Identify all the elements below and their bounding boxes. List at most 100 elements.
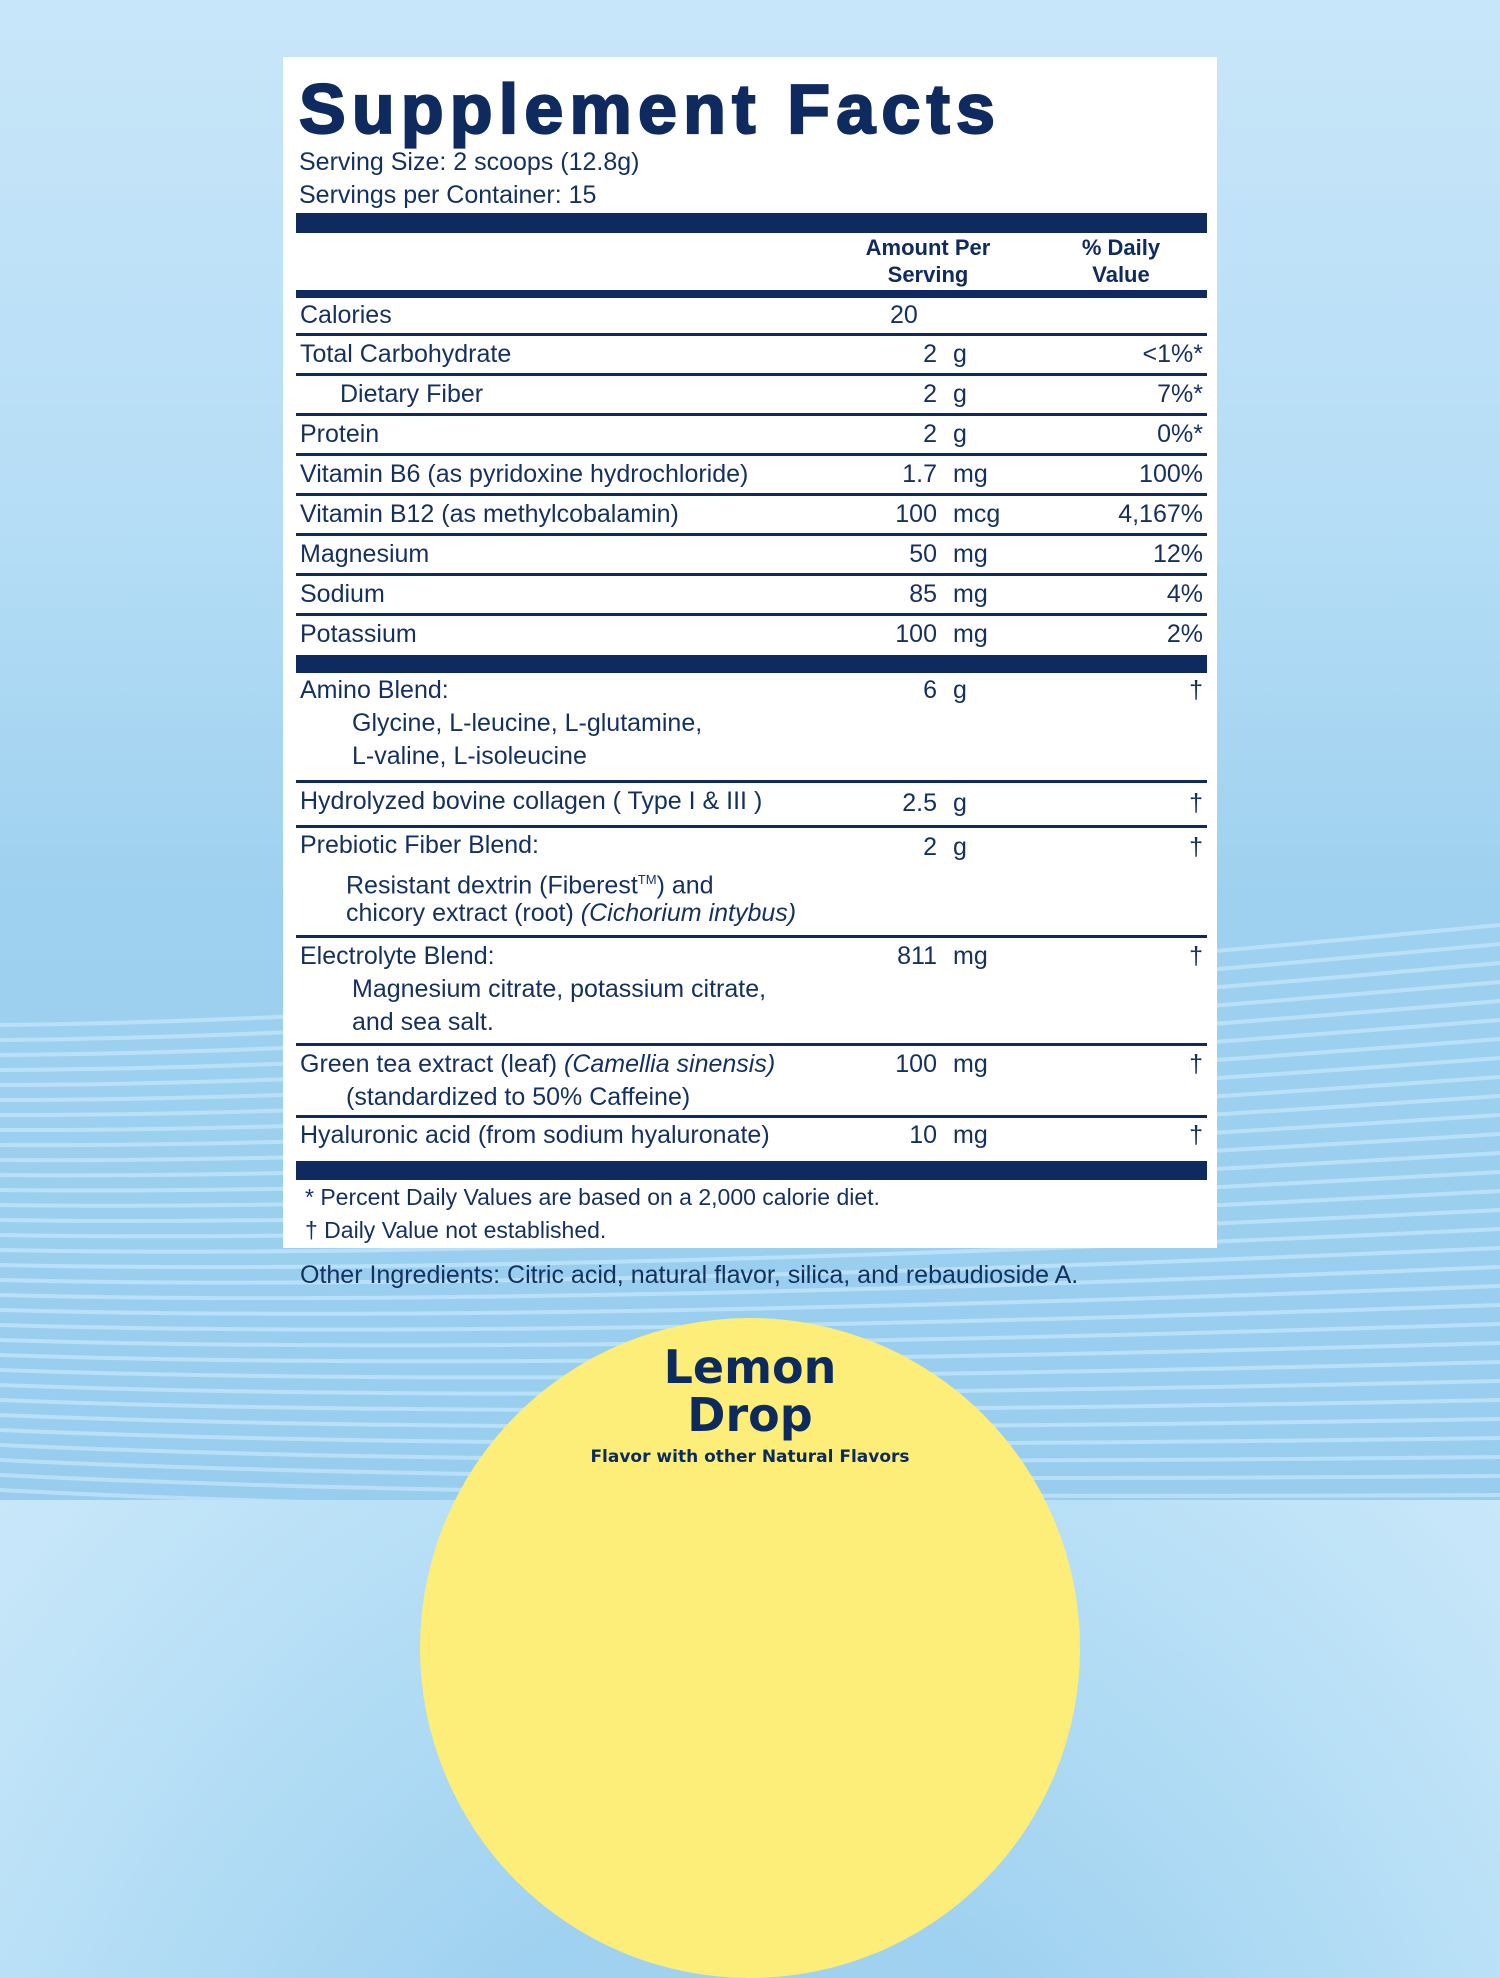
nutrient-name: Vitamin B6 (as pyridoxine hydrochloride) bbox=[300, 460, 749, 488]
blend-amount: 100 bbox=[895, 1050, 937, 1078]
footnote-not-established: † Daily Value not established. bbox=[305, 1217, 607, 1243]
nutrient-unit: g bbox=[953, 380, 967, 408]
nutrient-amount: 1.7 bbox=[902, 460, 937, 488]
nutrient-amount: 100 bbox=[895, 620, 937, 648]
header-amount-per-serving: Amount Per Serving bbox=[843, 234, 1013, 288]
nutrient-name: Total Carbohydrate bbox=[300, 340, 512, 368]
nutrient-row: Vitamin B12 (as methylcobalamin) 100 mcg… bbox=[296, 496, 1207, 536]
blend-name: Prebiotic Fiber Blend: bbox=[300, 831, 540, 859]
nutrient-row: Total Carbohydrate 2 g <1%* bbox=[296, 336, 1207, 376]
nutrient-amount: 20 bbox=[890, 301, 918, 329]
nutrient-dv: 0%* bbox=[1157, 420, 1203, 448]
divider-thick bbox=[296, 213, 1207, 233]
blend-detail: Glycine, L-leucine, L-glutamine, bbox=[352, 709, 703, 737]
blend-unit: g bbox=[953, 676, 967, 704]
blend-row-electrolyte: Electrolyte Blend: Magnesium citrate, po… bbox=[296, 938, 1207, 1046]
blend-detail: and sea salt. bbox=[352, 1008, 494, 1036]
nutrient-amount: 2 bbox=[923, 340, 937, 368]
blend-name: Green tea extract (leaf) (Camellia sinen… bbox=[300, 1050, 776, 1078]
nutrient-dv: <1%* bbox=[1142, 340, 1203, 368]
nutrient-row: Vitamin B6 (as pyridoxine hydrochloride)… bbox=[296, 456, 1207, 496]
blend-unit: g bbox=[953, 833, 967, 861]
flavor-name-line2: Drop bbox=[687, 1388, 813, 1442]
blend-row-hyaluronic: Hyaluronic acid (from sodium hyaluronate… bbox=[296, 1118, 1207, 1161]
blend-detail: chicory extract (root) (Cichorium intybu… bbox=[346, 899, 797, 927]
flavor-name-line1: Lemon bbox=[663, 1340, 837, 1394]
nutrient-name: Dietary Fiber bbox=[340, 380, 484, 408]
nutrient-dv: 100% bbox=[1139, 460, 1203, 488]
nutrient-dv: 4% bbox=[1166, 580, 1203, 608]
blend-row-amino: Amino Blend: Glycine, L-leucine, L-gluta… bbox=[296, 673, 1207, 783]
blend-amount: 2 bbox=[923, 833, 937, 861]
blend-amount: 811 bbox=[897, 942, 937, 970]
blend-name: Hyaluronic acid (from sodium hyaluronate… bbox=[300, 1121, 770, 1149]
supplement-facts-panel: Supplement Facts Serving Size: 2 scoops … bbox=[283, 57, 1217, 1248]
nutrient-amount: 2 bbox=[923, 420, 937, 448]
blend-unit: mg bbox=[953, 942, 988, 970]
nutrient-dv: 4,167% bbox=[1118, 500, 1203, 528]
blend-row-collagen: Hydrolyzed bovine collagen ( Type I & II… bbox=[296, 783, 1207, 828]
blend-unit: mg bbox=[953, 1121, 988, 1149]
blend-amount: 2.5 bbox=[902, 789, 937, 817]
nutrient-row: Potassium 100 mg 2% bbox=[296, 616, 1207, 656]
blend-detail: Magnesium citrate, potassium citrate, bbox=[352, 975, 767, 1003]
nutrient-amount: 85 bbox=[909, 580, 937, 608]
blend-dv: † bbox=[1189, 833, 1203, 861]
header-amount-line1: Amount Per bbox=[865, 235, 991, 260]
nutrient-name: Vitamin B12 (as methylcobalamin) bbox=[300, 500, 679, 528]
nutrient-row: Magnesium 50 mg 12% bbox=[296, 536, 1207, 576]
blend-dv: † bbox=[1189, 942, 1203, 970]
other-ingredients: Other Ingredients: Citric acid, natural … bbox=[300, 1261, 1079, 1289]
blend-dv: † bbox=[1189, 789, 1203, 817]
nutrient-dv: 12% bbox=[1152, 540, 1203, 568]
label-title: Supplement Facts bbox=[298, 69, 1002, 149]
nutrient-row: Dietary Fiber 2 g 7%* bbox=[296, 376, 1207, 416]
blend-amount: 10 bbox=[909, 1121, 937, 1149]
blend-detail: Resistant dextrin (FiberestTM) and bbox=[346, 871, 714, 900]
nutrient-row: Protein 2 g 0%* bbox=[296, 416, 1207, 456]
blend-dv: † bbox=[1189, 1050, 1203, 1078]
nutrient-unit: g bbox=[953, 340, 967, 368]
nutrient-dv: 2% bbox=[1166, 620, 1203, 648]
nutrient-name: Potassium bbox=[300, 620, 417, 648]
nutrient-row: Sodium 85 mg 4% bbox=[296, 576, 1207, 616]
nutrient-name: Protein bbox=[300, 420, 380, 448]
header-dv-line2: Value bbox=[1092, 262, 1150, 287]
footnote-dv-basis: * Percent Daily Values are based on a 2,… bbox=[305, 1184, 880, 1210]
nutrient-row-calories: Calories 20 bbox=[296, 298, 1207, 336]
divider-medium bbox=[296, 290, 1207, 298]
header-amount-line2: Serving bbox=[887, 262, 969, 287]
header-daily-value: % Daily Value bbox=[1059, 234, 1183, 288]
nutrient-unit: mcg bbox=[953, 500, 1001, 528]
nutrient-name: Sodium bbox=[300, 580, 385, 608]
blend-name: Electrolyte Blend: bbox=[300, 942, 495, 970]
divider-thick bbox=[296, 655, 1207, 673]
flavor-subtitle: Flavor with other Natural Flavors bbox=[590, 1447, 910, 1467]
servings-per-container: Servings per Container: 15 bbox=[299, 181, 597, 209]
nutrient-amount: 100 bbox=[895, 500, 937, 528]
blend-unit: g bbox=[953, 789, 967, 817]
blend-detail: L-valine, L-isoleucine bbox=[352, 742, 587, 770]
nutrient-unit: mg bbox=[953, 580, 988, 608]
blend-dv: † bbox=[1189, 1121, 1203, 1149]
flavor-name: Lemon Drop bbox=[0, 1343, 1500, 1439]
nutrient-amount: 50 bbox=[909, 540, 937, 568]
nutrient-unit: mg bbox=[953, 540, 988, 568]
blend-name: Amino Blend: bbox=[300, 676, 449, 704]
blend-dv: † bbox=[1189, 676, 1203, 704]
nutrient-unit: mg bbox=[953, 460, 988, 488]
nutrient-dv: 7%* bbox=[1157, 380, 1203, 408]
nutrient-name: Magnesium bbox=[300, 540, 430, 568]
nutrient-amount: 2 bbox=[923, 380, 937, 408]
blend-unit: mg bbox=[953, 1050, 988, 1078]
divider-thick bbox=[296, 1161, 1207, 1180]
blend-row-green-tea: Green tea extract (leaf) (Camellia sinen… bbox=[296, 1046, 1207, 1118]
header-dv-line1: % Daily bbox=[1081, 235, 1161, 260]
blend-detail: (standardized to 50% Caffeine) bbox=[346, 1083, 691, 1111]
blend-name: Hydrolyzed bovine collagen ( Type I & II… bbox=[300, 787, 763, 815]
blend-amount: 6 bbox=[923, 676, 937, 704]
blend-row-prebiotic: Prebiotic Fiber Blend: Resistant dextrin… bbox=[296, 828, 1207, 938]
nutrient-name: Calories bbox=[300, 301, 392, 329]
nutrient-unit: g bbox=[953, 420, 967, 448]
nutrient-unit: mg bbox=[953, 620, 988, 648]
